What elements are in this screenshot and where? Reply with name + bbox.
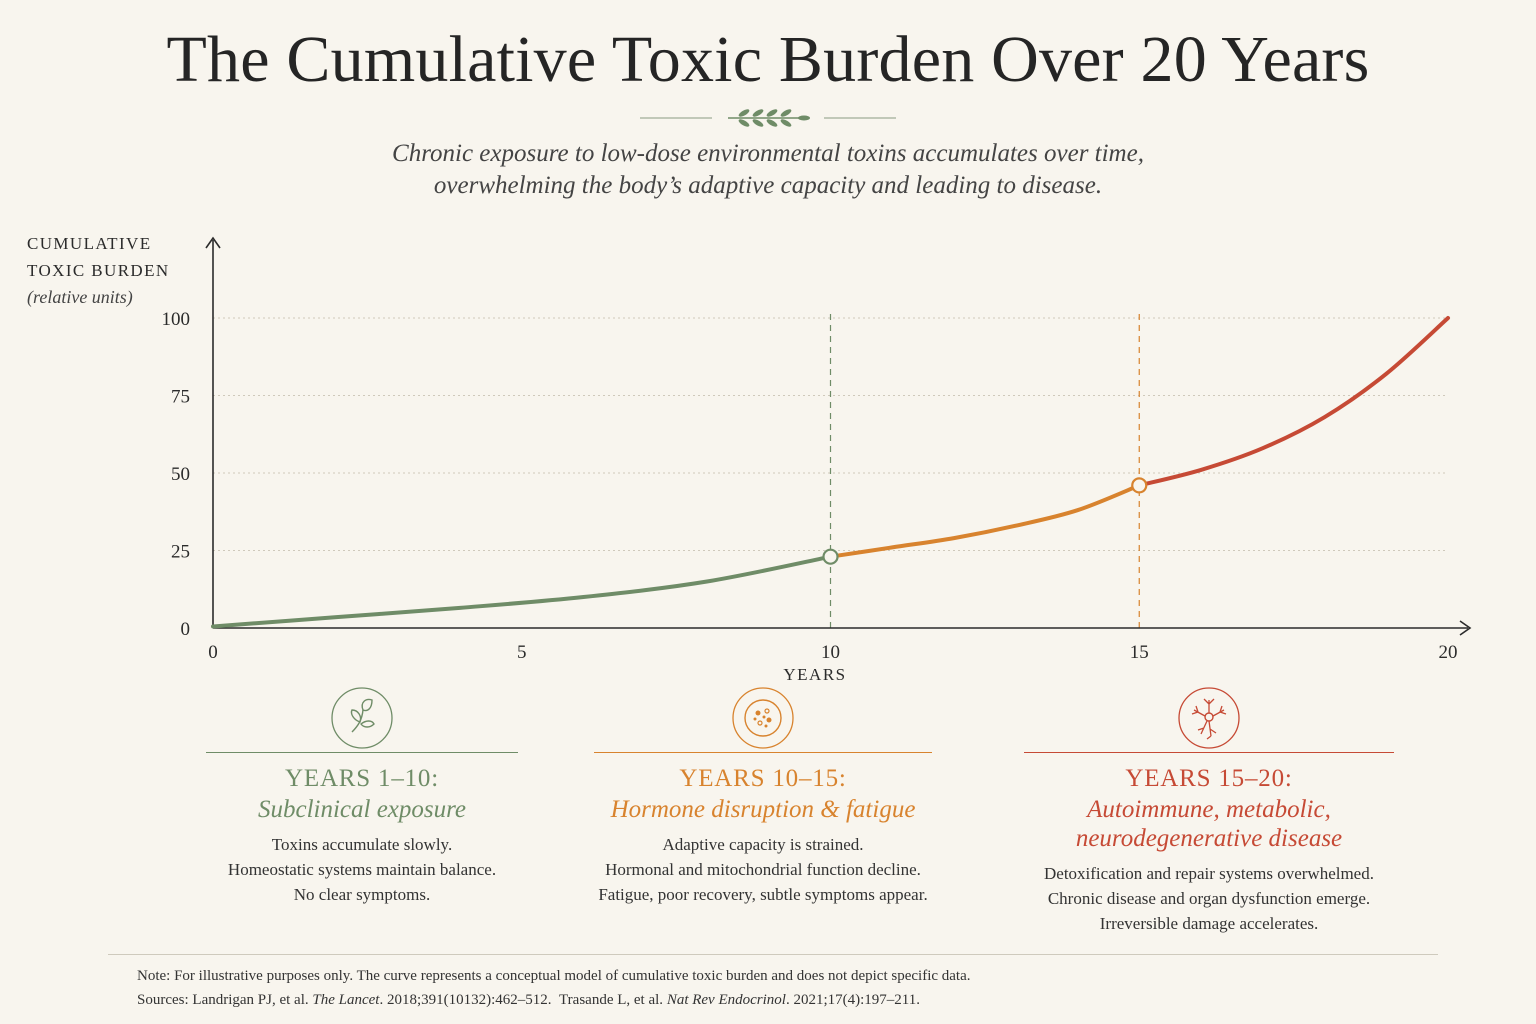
- series-line: [828, 483, 1142, 559]
- phase-heading: YEARS 10–15:: [679, 765, 847, 792]
- tick-labels: 0 25 50 75 100 0 5 10 15 20: [162, 309, 1458, 663]
- footnote-note: Note: For illustrative purposes only. Th…: [137, 968, 971, 984]
- footer-divider: [108, 954, 1438, 955]
- transition-marker: [1131, 477, 1148, 494]
- y-axis-label-line-2: TOXIC BURDEN: [27, 261, 170, 280]
- x-tick-label: 10: [821, 642, 840, 663]
- phase-divider: [594, 752, 932, 753]
- cell-icon: [732, 687, 794, 749]
- x-axis-arrow: [1459, 620, 1472, 636]
- phase-heading: YEARS 1–10:: [285, 765, 439, 792]
- line-chart: 0 25 50 75 100 0 5 10 15 20 YEARS: [162, 236, 1472, 684]
- phase-subhead: Subclinical exposure: [257, 796, 467, 823]
- phase-description: Detoxification and repair systems overwh…: [1024, 861, 1394, 936]
- phase-subhead-line: Autoimmune, metabolic,: [1087, 796, 1331, 823]
- phase-divider: [206, 752, 518, 753]
- footnote: Note: For illustrative purposes only. Th…: [137, 964, 971, 1012]
- phase-description-line: Irreversible damage accelerates.: [1099, 914, 1319, 933]
- sources-prefix: Sources: Landrigan PJ, et al.: [137, 992, 309, 1008]
- series-line: [211, 554, 833, 629]
- x-tick-label: 5: [517, 642, 527, 663]
- markers: [822, 477, 1148, 565]
- phase-description-line: Detoxification and repair systems overwh…: [1044, 864, 1374, 883]
- phase-years-1-10: YEARS 1–10: Subclinical exposure Toxins …: [206, 686, 518, 907]
- neuron-icon: [1178, 687, 1240, 749]
- y-axis-unit: (relative units): [27, 287, 133, 307]
- y-axis-arrow: [205, 236, 221, 249]
- source-1-journal: The Lancet: [312, 992, 380, 1008]
- series-line: [1137, 316, 1450, 488]
- phase-years-10-15: YEARS 10–15: Hormone disruption & fatigu…: [594, 686, 932, 907]
- phase-description-line: Adaptive capacity is strained.: [662, 835, 864, 854]
- transition-marker: [822, 548, 839, 565]
- source-2-citation: . 2021;17(4):197–211.: [785, 992, 920, 1008]
- footnote-sources: Sources: Landrigan PJ, et al. The Lancet…: [137, 988, 971, 1012]
- axes: [205, 236, 1472, 636]
- grid: [213, 317, 1448, 551]
- phase-subhead-line: neurodegenerative disease: [1075, 825, 1343, 852]
- subtitle-line-1: Chronic exposure to low-dose environment…: [392, 140, 1144, 167]
- phase-years-15-20: YEARS 15–20: Autoimmune, metabolic, neur…: [1024, 686, 1394, 936]
- x-tick-label: 0: [208, 642, 218, 663]
- leaf-icon: [331, 687, 393, 749]
- phase-subhead: Hormone disruption & fatigue: [610, 796, 916, 823]
- phase-description-line: Hormonal and mitochondrial function decl…: [605, 860, 921, 879]
- x-tick-label: 15: [1130, 642, 1149, 663]
- phase-description-line: Chronic disease and organ dysfunction em…: [1047, 889, 1371, 908]
- y-tick-label: 75: [171, 387, 190, 408]
- phase-description-line: Fatigue, poor recovery, subtle symptoms …: [598, 885, 928, 904]
- phase-divider: [1024, 752, 1394, 753]
- phase-description: Adaptive capacity is strained. Hormonal …: [594, 832, 932, 907]
- y-tick-label: 0: [181, 619, 191, 640]
- phase-description-line: Homeostatic systems maintain balance.: [227, 860, 497, 879]
- source-1-citation: . 2018;391(10132):462–512.: [379, 992, 552, 1008]
- phase-description-line: Toxins accumulate slowly.: [271, 835, 453, 854]
- phase-heading: YEARS 15–20:: [1125, 765, 1293, 792]
- phase-guides: [829, 314, 1140, 628]
- y-axis-label-line-1: CUMULATIVE: [27, 234, 152, 253]
- leaf-ornament-divider: [640, 109, 896, 127]
- source-2-author: Trasande L, et al.: [559, 992, 664, 1008]
- series: [211, 316, 1450, 629]
- x-tick-label: 20: [1439, 642, 1458, 663]
- subtitle: Chronic exposure to low-dose environment…: [0, 138, 1536, 202]
- page-title: The Cumulative Toxic Burden Over 20 Year…: [166, 23, 1370, 96]
- y-tick-label: 100: [162, 309, 191, 330]
- phase-description-line: No clear symptoms.: [293, 885, 431, 904]
- y-tick-label: 50: [171, 464, 190, 485]
- source-2-journal: Nat Rev Endocrinol: [666, 992, 786, 1008]
- y-tick-label: 25: [171, 542, 190, 563]
- x-axis-label: YEARS: [783, 665, 846, 684]
- phase-description: Toxins accumulate slowly. Homeostatic sy…: [206, 832, 518, 907]
- y-axis-label: CUMULATIVE TOXIC BURDEN (relative units): [27, 230, 170, 311]
- subtitle-line-2: overwhelming the body’s adaptive capacit…: [433, 172, 1103, 199]
- phase-subhead: Autoimmune, metabolic, neurodegenerative…: [1024, 795, 1394, 853]
